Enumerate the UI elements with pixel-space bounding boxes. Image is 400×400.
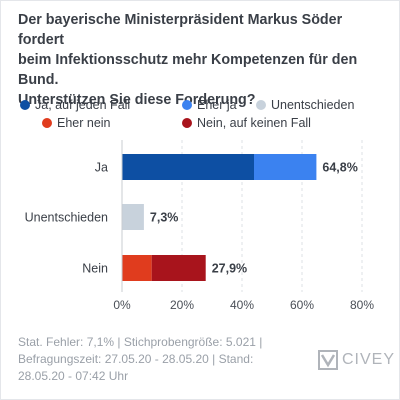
x-tick-label: 20%	[170, 298, 194, 312]
category-label: Unentschieden	[25, 211, 108, 225]
logo-text: CIVEY	[342, 351, 396, 368]
footer-line: Befragungszeit: 27.05.20 - 28.05.20 | St…	[18, 352, 254, 366]
legend: Ja, auf jeden Fall Eher ja Unentschieden…	[20, 98, 390, 134]
legend-swatch-unentschieden	[256, 100, 266, 110]
bar-segment	[254, 154, 317, 180]
legend-item: Eher ja	[182, 98, 237, 112]
title-line: Unterstützen Sie diese Forderung?	[18, 92, 256, 108]
x-tick-label: 80%	[350, 298, 374, 312]
title-line: Der bayerische Ministerpräsident Markus …	[18, 12, 343, 48]
footer-line: 28.05.20 - 07:42 Uhr	[18, 369, 129, 383]
legend-swatch-ja-auf-jeden-fall	[20, 100, 30, 110]
legend-label: Eher ja	[197, 98, 237, 112]
x-tick-label: 0%	[113, 298, 131, 312]
x-tick-label: 40%	[230, 298, 254, 312]
legend-label: Nein, auf keinen Fall	[197, 116, 311, 130]
x-tick-label: 60%	[290, 298, 314, 312]
category-label: Nein	[82, 262, 108, 276]
legend-label: Ja, auf jeden Fall	[35, 98, 131, 112]
legend-item: Ja, auf jeden Fall	[20, 98, 130, 112]
value-label: 27,9%	[212, 262, 247, 276]
category-label: Ja	[95, 161, 108, 175]
legend-label: Eher nein	[57, 116, 111, 130]
legend-label: Unentschieden	[271, 98, 355, 112]
civey-logo: CIVEY	[318, 350, 395, 370]
title-line: beim Infektionsschutz mehr Kompetenzen f…	[18, 52, 358, 88]
value-label: 7,3%	[150, 211, 179, 225]
bar-segment	[122, 255, 152, 281]
legend-item: Nein, auf keinen Fall	[182, 116, 311, 130]
bar-segment	[151, 255, 206, 281]
legend-item: Unentschieden	[256, 98, 354, 112]
legend-swatch-eher-ja	[182, 100, 192, 110]
legend-swatch-eher-nein	[42, 118, 52, 128]
legend-swatch-nein-auf-keinen-fall	[182, 118, 192, 128]
footer-line: Stat. Fehler: 7,1% | Stichprobengröße: 5…	[18, 335, 263, 349]
civey-logo-icon	[318, 350, 338, 370]
value-label: 64,8%	[322, 161, 357, 175]
footer-meta: Stat. Fehler: 7,1% | Stichprobengröße: 5…	[18, 334, 278, 385]
bar-segment	[122, 204, 144, 230]
legend-item: Eher nein	[42, 116, 111, 130]
bar-segment	[122, 154, 254, 180]
chart-title: Der bayerische Ministerpräsident Markus …	[18, 10, 390, 110]
